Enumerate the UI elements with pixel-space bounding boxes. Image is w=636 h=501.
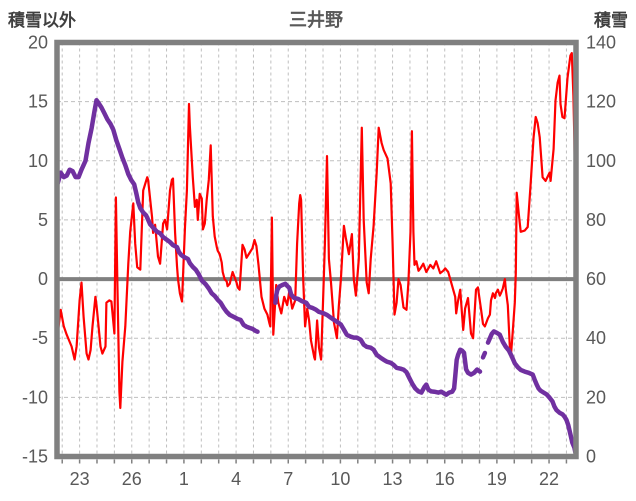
- right-tick-label: 140: [586, 33, 616, 53]
- x-tick-label: 4: [231, 469, 241, 489]
- chart-title: 三井野: [289, 10, 343, 30]
- left-tick-label: 10: [28, 151, 48, 171]
- snow-depth-line: [485, 329, 578, 455]
- left-tick-label: 15: [28, 92, 48, 112]
- snow-depth-line: [55, 97, 260, 334]
- right-tick-label: 20: [586, 387, 606, 407]
- plot-border: [54, 39, 579, 460]
- left-tick-label: 0: [38, 269, 48, 289]
- x-tick-label: 7: [283, 469, 293, 489]
- right-tick-label: 40: [586, 328, 606, 348]
- snow-depth-line: [273, 281, 483, 397]
- right-tick-label: 60: [586, 269, 606, 289]
- x-tick-label: 22: [539, 469, 559, 489]
- temperature-line: [56, 51, 577, 410]
- x-tick-label: 26: [122, 469, 142, 489]
- left-tick-label: -10: [22, 387, 48, 407]
- left-tick-label: -15: [22, 447, 48, 467]
- right-tick-label: 100: [586, 151, 616, 171]
- x-tick-label: 23: [70, 469, 90, 489]
- left-tick-label: 5: [38, 210, 48, 230]
- right-tick-label: 120: [586, 92, 616, 112]
- x-tick-label: 10: [330, 469, 350, 489]
- right-tick-label: 80: [586, 210, 606, 230]
- snow-depth-line: [480, 350, 488, 360]
- x-tick-label: 16: [435, 469, 455, 489]
- right-tick-label: 0: [586, 447, 596, 467]
- left-tick-label: 20: [28, 33, 48, 53]
- left-axis-title: 積雪以外: [8, 11, 76, 30]
- left-tick-label: -5: [32, 328, 48, 348]
- right-axis-title: 積雪: [594, 11, 628, 30]
- x-tick-label: 1: [179, 469, 189, 489]
- x-tick-label: 19: [487, 469, 507, 489]
- x-tick-label: 13: [383, 469, 403, 489]
